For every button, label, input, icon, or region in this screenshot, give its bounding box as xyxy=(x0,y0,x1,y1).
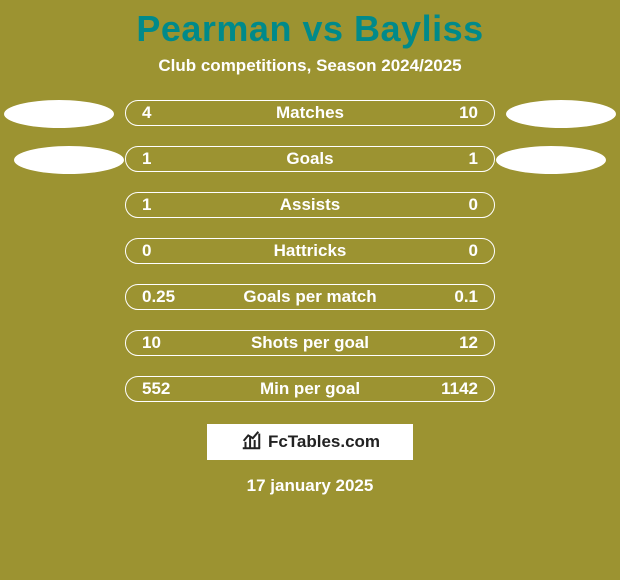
stat-row: 1Goals1 xyxy=(125,146,495,172)
stat-row: 1Assists0 xyxy=(125,192,495,218)
stat-value-right: 1 xyxy=(418,149,478,169)
stat-value-left: 0.25 xyxy=(142,287,202,307)
title-vs: vs xyxy=(302,8,343,49)
stat-label: Assists xyxy=(202,195,418,215)
source-badge-text: FcTables.com xyxy=(268,432,380,452)
stat-value-left: 552 xyxy=(142,379,202,399)
stat-rows: 4Matches101Goals11Assists00Hattricks00.2… xyxy=(125,100,495,402)
stat-value-left: 4 xyxy=(142,103,202,123)
stat-value-left: 10 xyxy=(142,333,202,353)
stat-label: Shots per goal xyxy=(202,333,418,353)
stat-value-left: 0 xyxy=(142,241,202,261)
stat-row: 552Min per goal1142 xyxy=(125,376,495,402)
date-label: 17 january 2025 xyxy=(0,476,620,496)
stat-value-right: 12 xyxy=(418,333,478,353)
stat-label: Hattricks xyxy=(202,241,418,261)
stat-label: Goals per match xyxy=(202,287,418,307)
stat-value-right: 0 xyxy=(418,241,478,261)
stat-value-left: 1 xyxy=(142,195,202,215)
comparison-card: Pearman vs Bayliss Club competitions, Se… xyxy=(0,0,620,580)
subtitle: Club competitions, Season 2024/2025 xyxy=(0,56,620,76)
stat-value-right: 0.1 xyxy=(418,287,478,307)
stat-row: 0.25Goals per match0.1 xyxy=(125,284,495,310)
bar-chart-icon xyxy=(240,429,262,456)
stats-wrapper: 4Matches101Goals11Assists00Hattricks00.2… xyxy=(0,100,620,402)
page-title: Pearman vs Bayliss xyxy=(0,8,620,50)
stat-label: Matches xyxy=(202,103,418,123)
player2-badge-highlight xyxy=(496,146,606,174)
stat-label: Min per goal xyxy=(202,379,418,399)
stat-row: 10Shots per goal12 xyxy=(125,330,495,356)
player1-badge-highlight xyxy=(4,100,114,128)
stat-row: 4Matches10 xyxy=(125,100,495,126)
player1-badge-highlight xyxy=(14,146,124,174)
source-badge[interactable]: FcTables.com xyxy=(205,422,415,462)
stat-value-right: 0 xyxy=(418,195,478,215)
stat-row: 0Hattricks0 xyxy=(125,238,495,264)
stat-label: Goals xyxy=(202,149,418,169)
stat-value-left: 1 xyxy=(142,149,202,169)
player2-badge-highlight xyxy=(506,100,616,128)
stat-value-right: 1142 xyxy=(418,379,478,399)
stat-value-right: 10 xyxy=(418,103,478,123)
title-player1: Pearman xyxy=(136,8,292,49)
title-player2: Bayliss xyxy=(354,8,484,49)
